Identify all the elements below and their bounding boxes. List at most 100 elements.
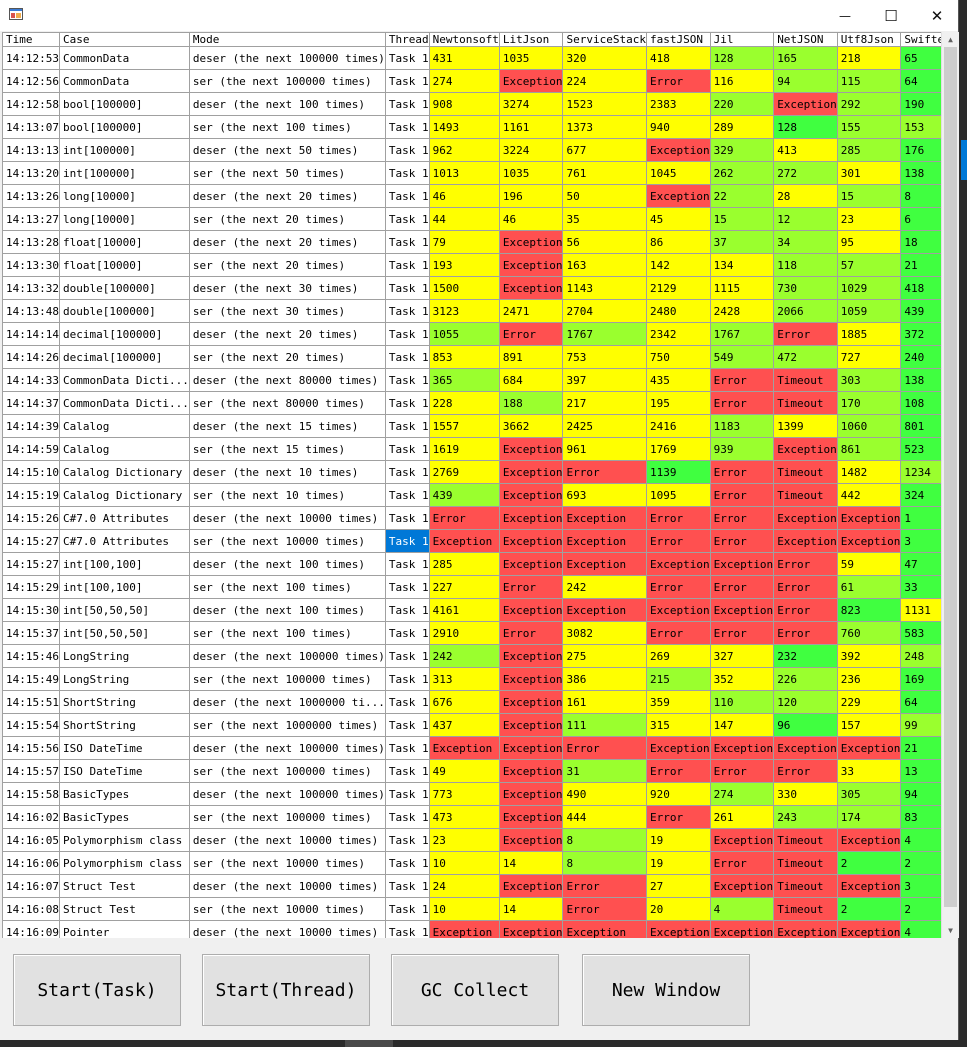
table-cell[interactable]: Task 1 [384, 529, 430, 553]
result-cell[interactable]: 1055 [428, 322, 500, 346]
result-cell[interactable]: 3082 [562, 621, 647, 645]
result-cell[interactable]: 14 [498, 851, 564, 875]
result-cell[interactable]: 853 [428, 345, 500, 369]
table-cell[interactable]: Calalog Dictionary [58, 483, 190, 507]
result-cell[interactable]: Exception [428, 736, 500, 760]
table-row[interactable]: 14:14:26 decimal[100000] ser (the next 20 … [2, 345, 958, 369]
result-cell[interactable]: 2416 [645, 414, 711, 438]
result-cell[interactable]: 2425 [562, 414, 647, 438]
table-cell[interactable]: Task 1 [384, 552, 430, 576]
table-cell[interactable]: deser (the next 20 times) [188, 322, 386, 346]
result-cell[interactable]: 1029 [836, 276, 902, 300]
result-cell[interactable]: Error [709, 851, 775, 875]
result-cell[interactable]: 22 [709, 184, 775, 208]
result-cell[interactable]: 1523 [562, 92, 647, 116]
result-cell[interactable]: 1035 [498, 161, 564, 185]
table-cell[interactable]: CommonData [58, 46, 190, 70]
table-cell[interactable]: 14:15:29 [2, 575, 60, 599]
table-cell[interactable]: deser (the next 100 times) [188, 552, 386, 576]
result-cell[interactable]: Exception [709, 736, 775, 760]
table-cell[interactable]: 14:13:26 [2, 184, 60, 208]
table-row[interactable]: 14:16:05 Polymorphism class deser (the nex… [2, 828, 958, 852]
table-cell[interactable]: BasicTypes [58, 805, 190, 829]
table-cell[interactable]: Task 1 [384, 874, 430, 898]
table-cell[interactable]: bool[100000] [58, 115, 190, 139]
table-cell[interactable]: deser (the next 10 times) [188, 460, 386, 484]
result-cell[interactable]: Exception [645, 138, 711, 162]
table-cell[interactable]: Task 1 [384, 598, 430, 622]
table-row[interactable]: 14:15:58 BasicTypes deser (the next 100000… [2, 782, 958, 806]
result-cell[interactable]: 274 [428, 69, 500, 93]
table-row[interactable]: 14:13:13 int[100000] deser (the next 50 ti… [2, 138, 958, 162]
result-cell[interactable]: 684 [498, 368, 564, 392]
result-cell[interactable]: 224 [562, 69, 647, 93]
result-cell[interactable]: 1619 [428, 437, 500, 461]
result-cell[interactable]: 2428 [709, 299, 775, 323]
result-cell[interactable]: 3274 [498, 92, 564, 116]
result-cell[interactable]: 289 [709, 115, 775, 139]
result-cell[interactable]: 1373 [562, 115, 647, 139]
column-header[interactable]: Thread [384, 32, 430, 47]
gc-collect-button[interactable]: GC Collect [391, 954, 559, 1026]
table-cell[interactable]: deser (the next 10000 times) [188, 828, 386, 852]
table-cell[interactable]: ser (the next 1000000 times) [188, 713, 386, 737]
result-cell[interactable]: 891 [498, 345, 564, 369]
result-cell[interactable]: 56 [562, 230, 647, 254]
table-cell[interactable]: 14:14:14 [2, 322, 60, 346]
result-cell[interactable]: 823 [836, 598, 902, 622]
result-cell[interactable]: 23 [428, 828, 500, 852]
result-cell[interactable]: 939 [709, 437, 775, 461]
table-row[interactable]: 14:16:08 Struct Test ser (the next 10000 t… [2, 897, 958, 921]
minimize-button[interactable]: — [839, 8, 851, 23]
result-cell[interactable]: 116 [709, 69, 775, 93]
result-cell[interactable]: Exception [645, 920, 711, 938]
result-cell[interactable]: 1767 [562, 322, 647, 346]
table-cell[interactable]: ser (the next 20 times) [188, 207, 386, 231]
result-cell[interactable]: 243 [773, 805, 838, 829]
table-cell[interactable]: deser (the next 100000 times) [188, 46, 386, 70]
result-cell[interactable]: 3662 [498, 414, 564, 438]
result-cell[interactable]: Exception [498, 828, 564, 852]
table-cell[interactable]: 14:13:27 [2, 207, 60, 231]
result-cell[interactable]: 397 [562, 368, 647, 392]
table-cell[interactable]: Task 1 [384, 391, 430, 415]
result-cell[interactable]: Exception [498, 552, 564, 576]
result-cell[interactable]: Exception [773, 506, 838, 530]
table-cell[interactable]: CommonData Dicti... [58, 368, 190, 392]
result-cell[interactable]: Error [645, 621, 711, 645]
table-cell[interactable]: Task 1 [384, 736, 430, 760]
table-cell[interactable]: deser (the next 10000 times) [188, 920, 386, 938]
result-cell[interactable]: 1769 [645, 437, 711, 461]
table-cell[interactable]: int[100000] [58, 161, 190, 185]
result-cell[interactable]: 962 [428, 138, 500, 162]
result-cell[interactable]: 115 [836, 69, 902, 93]
result-cell[interactable]: Timeout [773, 874, 838, 898]
result-cell[interactable]: 35 [562, 207, 647, 231]
table-cell[interactable]: ser (the next 50 times) [188, 161, 386, 185]
result-cell[interactable]: 128 [773, 115, 838, 139]
result-cell[interactable]: 435 [645, 368, 711, 392]
result-cell[interactable]: 8 [562, 851, 647, 875]
table-cell[interactable]: ShortString [58, 690, 190, 714]
table-cell[interactable]: Polymorphism class [58, 828, 190, 852]
table-row[interactable]: 14:15:29 int[100,100] ser (the next 100 ti… [2, 575, 958, 599]
result-cell[interactable]: Exception [498, 460, 564, 484]
table-cell[interactable]: deser (the next 100 times) [188, 598, 386, 622]
result-cell[interactable]: 1059 [836, 299, 902, 323]
result-cell[interactable]: 1139 [645, 460, 711, 484]
result-cell[interactable]: 1095 [645, 483, 711, 507]
result-cell[interactable]: 2910 [428, 621, 500, 645]
table-row[interactable]: 14:13:48 double[100000] ser (the next 30 t… [2, 299, 958, 323]
result-cell[interactable]: 155 [836, 115, 902, 139]
column-header[interactable]: Jil [709, 32, 775, 47]
result-cell[interactable]: Exception [498, 874, 564, 898]
result-cell[interactable]: 386 [562, 667, 647, 691]
table-cell[interactable]: LongString [58, 667, 190, 691]
result-cell[interactable]: Exception [773, 736, 838, 760]
table-cell[interactable]: 14:15:37 [2, 621, 60, 645]
column-header[interactable]: Case [58, 32, 190, 47]
result-cell[interactable]: 86 [645, 230, 711, 254]
result-cell[interactable]: 12 [773, 207, 838, 231]
table-cell[interactable]: ser (the next 15 times) [188, 437, 386, 461]
table-row[interactable]: 14:15:54 ShortString ser (the next 1000000… [2, 713, 958, 737]
